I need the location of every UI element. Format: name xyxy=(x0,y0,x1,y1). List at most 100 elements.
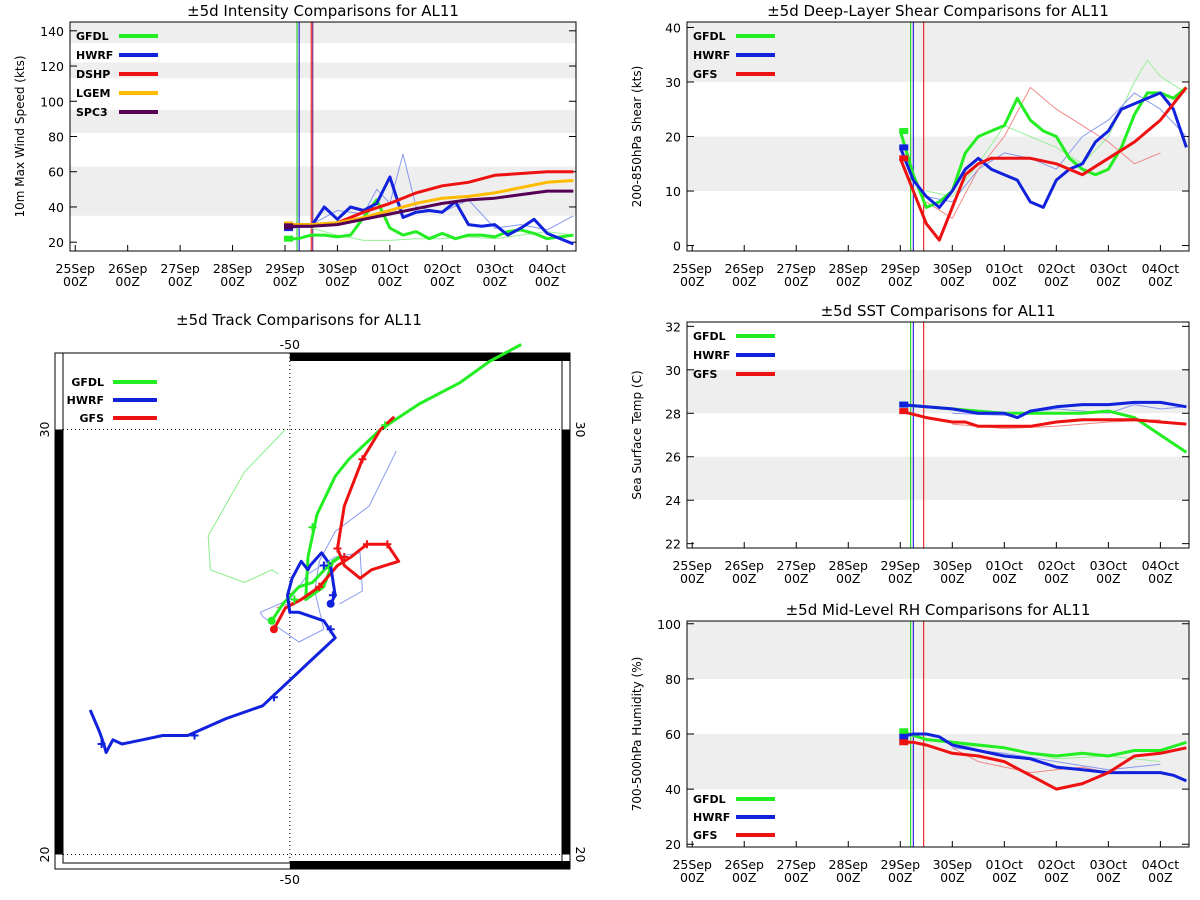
x-tick-label: 00Z xyxy=(1044,870,1068,885)
x-tick-label: 00Z xyxy=(784,870,808,885)
legend-label: GFDL xyxy=(693,30,726,43)
legend-label: GFS xyxy=(80,412,105,425)
series-line-gfs xyxy=(899,409,1187,428)
track-position-marker xyxy=(97,740,106,748)
series-line-hwrf xyxy=(900,400,1187,420)
track-start-mark xyxy=(269,625,278,634)
track-position-marker xyxy=(381,421,390,430)
track-position-marker xyxy=(328,591,337,600)
x-tick-label: 02Oct xyxy=(424,261,462,276)
x-tick-label: 00Z xyxy=(732,571,756,586)
x-tick-label: 04Oct xyxy=(1142,261,1180,276)
x-tick-label: 00Z xyxy=(992,274,1016,289)
x-tick-label: 03Oct xyxy=(1090,857,1128,872)
border-bar xyxy=(562,429,570,855)
legend-label: HWRF xyxy=(693,811,730,824)
chart-rh: ±5d Mid-Level RH Comparisons for AL11 700… xyxy=(630,601,1190,885)
track-start-mark xyxy=(326,599,335,608)
series-group xyxy=(283,153,574,246)
series-line-gfs-prev xyxy=(926,86,1161,219)
series-line-gfdl-prev xyxy=(311,227,574,241)
track-position-marker xyxy=(315,582,324,591)
grid-label-top: -50 xyxy=(280,337,300,352)
x-tick-label: 02Oct xyxy=(1038,261,1076,276)
x-tick-label: 29Sep xyxy=(265,261,305,276)
x-tick-label: 00Z xyxy=(680,571,704,586)
y-tick-label: 100 xyxy=(40,94,64,109)
legend-label: SPC3 xyxy=(76,106,108,119)
series-line-gfs xyxy=(898,86,1188,242)
series-line-hwrf-prev xyxy=(952,404,1187,416)
x-tick-label: 03Oct xyxy=(1090,558,1128,573)
series-line-hwrf xyxy=(284,175,574,246)
grid-label-right: 20 xyxy=(573,847,588,863)
x-tick-label: 00Z xyxy=(940,274,964,289)
shade-band xyxy=(687,456,1189,501)
x-tick-label: 28Sep xyxy=(213,261,253,276)
x-tick-label: 03Oct xyxy=(476,261,514,276)
x-tick-label: 00Z xyxy=(836,571,860,586)
x-tick-label: 30Sep xyxy=(318,261,358,276)
series-group xyxy=(898,59,1188,242)
x-tick-label: 26Sep xyxy=(724,857,764,872)
chart-title: ±5d SST Comparisons for AL11 xyxy=(821,302,1056,320)
x-tick-label: 30Sep xyxy=(933,261,973,276)
y-axis-label: 700-500hPa Humidity (%) xyxy=(630,657,644,812)
x-tick-label: 25Sep xyxy=(56,261,96,276)
x-tick-label: 01Oct xyxy=(986,261,1024,276)
legend-label: GFDL xyxy=(693,330,726,343)
y-tick-label: 20 xyxy=(665,837,681,852)
x-tick-label: 00Z xyxy=(220,274,244,289)
shade-band xyxy=(70,22,576,44)
chart-title: ±5d Track Comparisons for AL11 xyxy=(176,311,422,329)
x-tick-label: 00Z xyxy=(1148,274,1172,289)
legend-label: GFDL xyxy=(76,30,109,43)
x-tick-label: 02Oct xyxy=(1038,857,1076,872)
series-line-lgem xyxy=(285,179,574,227)
x-tick-label: 00Z xyxy=(325,274,349,289)
x-tick-label: 00Z xyxy=(784,274,808,289)
x-tick-label: 04Oct xyxy=(528,261,566,276)
plot-frame xyxy=(686,321,1190,549)
track-gfdl-prev xyxy=(207,429,286,583)
legend-label: HWRF xyxy=(76,49,113,62)
x-tick-label: 26Sep xyxy=(724,261,764,276)
x-tick-label: 28Sep xyxy=(829,261,869,276)
y-tick-label: 40 xyxy=(665,20,681,35)
plot-frame xyxy=(686,21,1190,252)
x-tick-label: 25Sep xyxy=(672,857,712,872)
y-tick-label: 30 xyxy=(665,75,681,90)
series-line-gfs xyxy=(900,740,1187,791)
track-hwrf-prev xyxy=(259,450,397,643)
legend-label: HWRF xyxy=(693,49,730,62)
x-tick-label: 29Sep xyxy=(881,261,921,276)
x-tick-label: 01Oct xyxy=(986,558,1024,573)
series-group xyxy=(899,400,1188,454)
x-tick-label: 01Oct xyxy=(986,857,1024,872)
x-tick-label: 25Sep xyxy=(672,558,712,573)
x-tick-label: 00Z xyxy=(168,274,192,289)
y-tick-label: 24 xyxy=(665,493,681,508)
y-tick-label: 80 xyxy=(48,130,64,145)
x-tick-label: 27Sep xyxy=(777,261,817,276)
legend-label: LGEM xyxy=(76,87,111,100)
track-start-mark xyxy=(267,616,276,625)
legend-label: GFDL xyxy=(71,376,104,389)
shade-band xyxy=(687,136,1189,192)
x-tick-label: 00Z xyxy=(1044,274,1068,289)
legend-label: HWRF xyxy=(693,349,730,362)
x-tick-label: 00Z xyxy=(888,571,912,586)
plot-frame xyxy=(686,620,1190,848)
grid-label-bottom: -50 xyxy=(280,872,300,887)
shade-band xyxy=(687,621,1189,679)
legend-label: GFDL xyxy=(693,793,726,806)
x-tick-label: 29Sep xyxy=(881,857,921,872)
series-line-hwrf-prev xyxy=(310,153,574,231)
x-tick-label: 00Z xyxy=(1148,870,1172,885)
x-tick-label: 00Z xyxy=(1096,870,1120,885)
track-position-marker xyxy=(333,544,342,553)
track-position-marker xyxy=(383,540,392,549)
legend-label: DSHP xyxy=(76,68,110,81)
y-tick-label: 26 xyxy=(665,450,681,465)
series-line-gfdl xyxy=(285,198,574,241)
